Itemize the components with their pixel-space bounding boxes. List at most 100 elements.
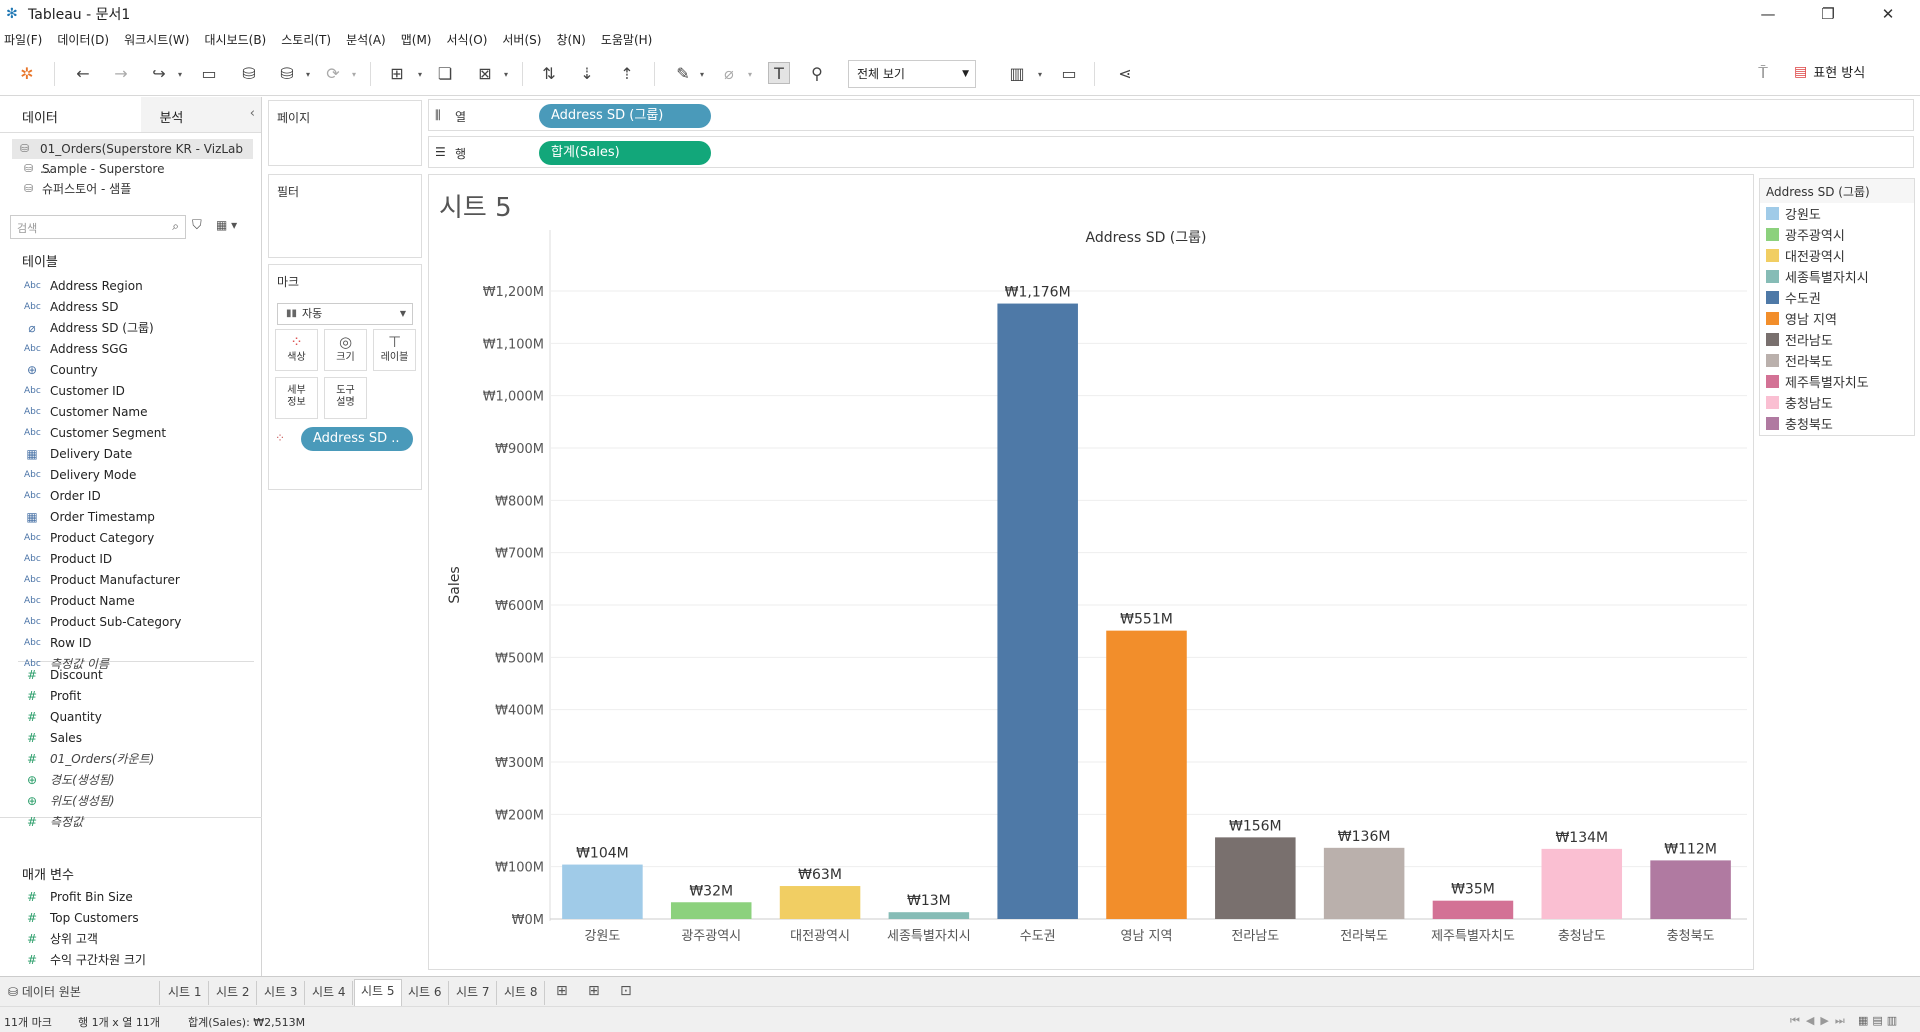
legend-item[interactable]: 세종특별자치시 [1760,266,1914,287]
rows-pill[interactable]: 합계(Sales) [539,141,711,165]
legend-item[interactable]: 제주특별자치도 [1760,371,1914,392]
sheet-tab[interactable]: 시트 7 [450,981,497,1005]
field-item[interactable]: Abc Address Region [0,276,260,297]
size-button[interactable]: ◎ 크기 [324,329,367,371]
pause-updates-icon[interactable]: ⛁ [280,63,294,83]
sheet-tab[interactable]: 시트 8 [498,981,545,1005]
rows-shelf[interactable]: ☰ 행 합계(Sales) [428,136,1914,168]
datasource-item[interactable]: ⛁ 01_Orders(Superstore KR - VizLab ... [12,139,253,176]
tab-analysis[interactable]: 분석 [141,97,261,132]
tab-data[interactable]: 데이터 [0,97,142,132]
datasource-tab[interactable]: ⛁ 데이터 원본 [0,981,160,1005]
field-item[interactable]: Abc Customer Segment [0,423,260,444]
field-item[interactable]: Abc Product Sub-Category [0,612,260,633]
highlight-icon[interactable]: ✎ [676,63,690,83]
legend-item[interactable]: 충청남도 [1760,392,1914,413]
fit-view-select[interactable]: 전체 보기 ▼ [848,60,976,88]
bar[interactable] [888,912,970,919]
field-item[interactable]: # Top Customers [0,908,260,929]
view-list-icon[interactable]: ▦ ▾ [216,218,238,232]
field-item[interactable]: Abc Address SGG [0,339,260,360]
legend-item[interactable]: 충청북도 [1760,413,1914,434]
close-button[interactable]: ✕ [1881,5,1895,23]
sheet-tab[interactable]: 시트 1 [162,981,209,1005]
refresh-icon[interactable]: ⟳ [326,63,340,83]
sheet-nav-icons[interactable]: ⏮◀▶⏭ [1790,1014,1851,1027]
field-item[interactable]: Abc Customer Name [0,402,260,423]
bar[interactable] [1432,900,1514,919]
replay-dropdown-icon[interactable]: ▾ [178,70,183,79]
color-button[interactable]: ⁘ 색상 [275,329,318,371]
pages-card[interactable]: 페이지 [268,100,422,166]
field-item[interactable]: # Discount [0,665,260,686]
sheet-tab[interactable]: 시트 5 [354,979,402,1007]
bar[interactable] [1650,860,1731,919]
undo-icon[interactable]: ← [76,63,90,83]
clear-dropdown-icon[interactable]: ▾ [504,70,509,79]
field-item[interactable]: Abc Product Category [0,528,260,549]
sheet-tab[interactable]: 시트 6 [402,981,449,1005]
field-item[interactable]: Abc Row ID [0,633,260,654]
detail-button[interactable]: 세부 정보 [275,377,318,419]
sort-descending-icon[interactable]: ⇡ [620,63,634,83]
field-item[interactable]: # Profit [0,686,260,707]
field-item[interactable]: Abc Product Name [0,591,260,612]
sheet-tab[interactable]: 시트 2 [210,981,257,1005]
menu-item[interactable]: 맵(M) [400,32,432,47]
field-item[interactable]: Abc Address SD [0,297,260,318]
menu-item[interactable]: 서식(O) [446,32,488,47]
replay-icon[interactable]: ↪ [152,63,166,83]
field-item[interactable]: Abc Product ID [0,549,260,570]
highlight-dropdown-icon[interactable]: ▾ [700,70,705,79]
show-cards-icon[interactable]: ▥ [1009,63,1025,83]
field-item[interactable]: # 상위 고객 [0,929,260,950]
fix-axes-icon[interactable]: ⚲ [811,63,823,83]
field-item[interactable]: #01_Orders(카운트) [0,749,260,770]
field-item[interactable]: Abc Customer ID [0,381,260,402]
new-dashboard-tab-icon[interactable]: ⊞ [588,983,600,999]
legend-item[interactable]: 수도권 [1760,287,1914,308]
field-item[interactable]: ▦ Order Timestamp [0,507,260,528]
field-search-input[interactable]: 검색 ⌕ [10,215,186,239]
filters-card[interactable]: 필터 [268,174,422,258]
clear-sheet-icon[interactable]: ⊠ [478,63,492,83]
field-item[interactable]: ▦ Delivery Date [0,444,260,465]
collapse-pane-icon[interactable]: ‹ [249,106,255,121]
field-item[interactable]: Abc Order ID [0,486,260,507]
restore-button[interactable]: ❐ [1821,5,1835,23]
duplicate-sheet-icon[interactable]: ❏ [437,63,453,83]
menu-item[interactable]: 데이터(D) [57,32,110,47]
sheet-tab[interactable]: 시트 4 [306,981,353,1005]
menu-item[interactable]: 서버(S) [502,32,542,47]
new-worksheet-tab-icon[interactable]: ⊞ [556,983,568,999]
new-datasource-icon[interactable]: ⛁ [242,63,256,83]
tableau-home-icon[interactable]: ✲ [20,63,34,83]
legend-item[interactable]: 대전광역시 [1760,245,1914,266]
menu-item[interactable]: 스토리(T) [281,32,332,47]
group-members-icon[interactable]: ⌀ [724,63,734,83]
menu-item[interactable]: 파일(F) [4,32,43,47]
field-item[interactable]: # Sales [0,728,260,749]
bar[interactable] [670,902,752,919]
sheet-tab[interactable]: 시트 3 [258,981,305,1005]
menu-item[interactable]: 창(N) [556,32,586,47]
legend-item[interactable]: 전라북도 [1760,350,1914,371]
legend-item[interactable]: 영남 지역 [1760,308,1914,329]
new-worksheet-dropdown-icon[interactable]: ▾ [418,70,423,79]
bar[interactable] [1323,847,1405,919]
field-item[interactable]: Abc 측정값 이름 [0,654,260,675]
minimize-button[interactable]: — [1760,5,1776,23]
pause-dropdown-icon[interactable]: ▾ [306,70,311,79]
show-me-button[interactable]: ▤ 표현 방식 [1794,62,1865,82]
show-cards-dropdown-icon[interactable]: ▾ [1038,70,1043,79]
menu-item[interactable]: 도움말(H) [600,32,653,47]
bar[interactable] [562,864,643,919]
redo-icon[interactable]: → [114,63,128,83]
bar[interactable] [779,886,861,919]
field-item[interactable]: Abc Product Manufacturer [0,570,260,591]
legend-item[interactable]: 강원도 [1760,203,1914,224]
field-item[interactable]: # Quantity [0,707,260,728]
field-item[interactable]: # 수익 구간차원 크기 [0,950,260,971]
field-item[interactable]: ⊕ 경도(생성됨) [0,770,260,791]
label-button[interactable]: ⊤ 레이블 [373,329,416,371]
